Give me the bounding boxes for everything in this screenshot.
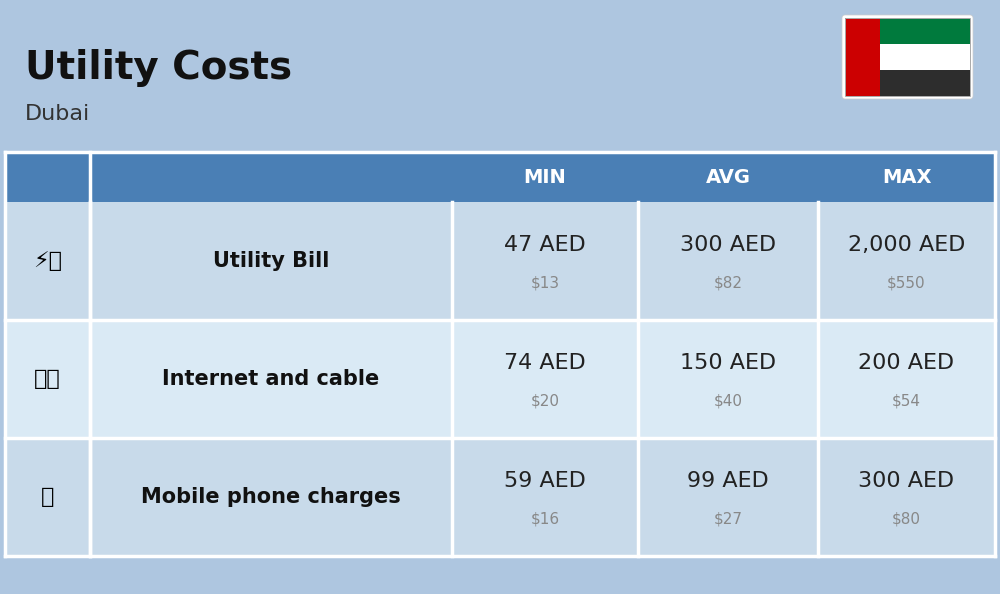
Text: MAX: MAX bbox=[882, 168, 931, 187]
Text: 200 AED: 200 AED bbox=[858, 353, 955, 373]
Bar bbox=[452, 152, 638, 202]
Text: $27: $27 bbox=[713, 511, 742, 526]
Text: Utility Costs: Utility Costs bbox=[25, 49, 292, 87]
Bar bbox=[5, 202, 90, 320]
Text: 300 AED: 300 AED bbox=[858, 471, 955, 491]
Bar bbox=[638, 152, 818, 202]
Text: 300 AED: 300 AED bbox=[680, 235, 776, 255]
Bar bbox=[5, 152, 90, 202]
Bar bbox=[5, 320, 90, 438]
Bar bbox=[818, 320, 995, 438]
Bar bbox=[452, 320, 638, 438]
Text: ⚡🔌: ⚡🔌 bbox=[33, 251, 62, 271]
Bar bbox=[880, 18, 970, 44]
Text: $40: $40 bbox=[713, 393, 742, 409]
Text: 59 AED: 59 AED bbox=[504, 471, 586, 491]
Bar bbox=[452, 438, 638, 556]
Bar bbox=[638, 202, 818, 320]
Text: 74 AED: 74 AED bbox=[504, 353, 586, 373]
Text: $13: $13 bbox=[530, 276, 560, 290]
Bar bbox=[90, 438, 452, 556]
Bar bbox=[452, 202, 638, 320]
Text: 150 AED: 150 AED bbox=[680, 353, 776, 373]
Bar bbox=[845, 18, 880, 96]
Bar bbox=[90, 320, 452, 438]
Text: AVG: AVG bbox=[705, 168, 750, 187]
Bar bbox=[5, 438, 90, 556]
Bar bbox=[880, 70, 970, 96]
FancyBboxPatch shape bbox=[842, 15, 973, 99]
Text: $550: $550 bbox=[887, 276, 926, 290]
Text: Dubai: Dubai bbox=[25, 104, 90, 124]
Bar bbox=[90, 152, 452, 202]
Bar bbox=[818, 202, 995, 320]
Bar bbox=[818, 438, 995, 556]
Text: $20: $20 bbox=[530, 393, 559, 409]
Text: MIN: MIN bbox=[524, 168, 566, 187]
Bar bbox=[845, 18, 970, 96]
Bar bbox=[90, 202, 452, 320]
Bar bbox=[638, 320, 818, 438]
Text: Mobile phone charges: Mobile phone charges bbox=[141, 487, 401, 507]
Text: 47 AED: 47 AED bbox=[504, 235, 586, 255]
Text: $54: $54 bbox=[892, 393, 921, 409]
Bar bbox=[880, 44, 970, 70]
Text: 📶🖨: 📶🖨 bbox=[34, 369, 61, 389]
Text: $16: $16 bbox=[530, 511, 560, 526]
Text: $80: $80 bbox=[892, 511, 921, 526]
Bar bbox=[638, 438, 818, 556]
Text: Utility Bill: Utility Bill bbox=[213, 251, 329, 271]
Text: 99 AED: 99 AED bbox=[687, 471, 769, 491]
Text: Internet and cable: Internet and cable bbox=[162, 369, 380, 389]
Text: $82: $82 bbox=[713, 276, 742, 290]
Bar bbox=[818, 152, 995, 202]
Text: 2,000 AED: 2,000 AED bbox=[848, 235, 965, 255]
Text: 📱: 📱 bbox=[41, 487, 54, 507]
